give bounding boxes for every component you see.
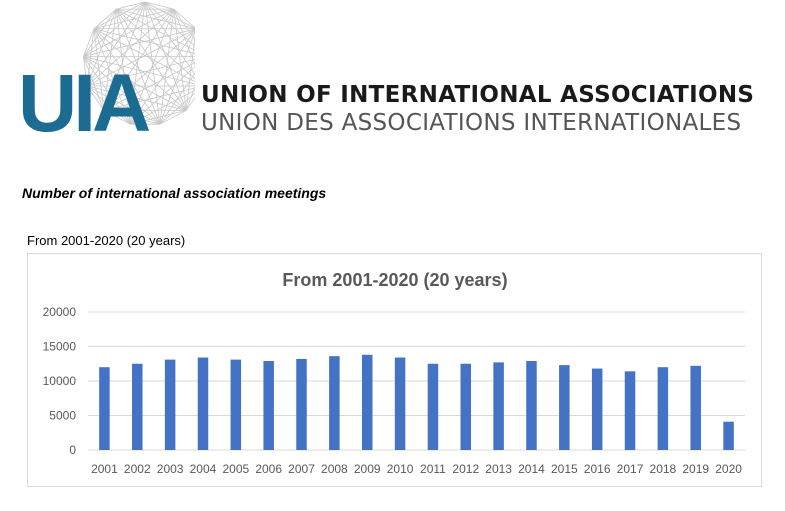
x-tick-label: 2003 bbox=[157, 462, 184, 476]
y-tick-label: 15000 bbox=[43, 340, 77, 354]
bar-2016 bbox=[591, 368, 603, 450]
x-tick-label: 2005 bbox=[222, 462, 249, 476]
x-tick-label: 2019 bbox=[682, 462, 709, 476]
x-tick-label: 2009 bbox=[354, 462, 381, 476]
chart-container: From 2001-2020 (20 years) 0 5000 10000 1500… bbox=[27, 253, 762, 487]
y-axis-ticks: 0 5000 10000 15000 20000 bbox=[43, 305, 77, 457]
x-tick-label: 2012 bbox=[452, 462, 479, 476]
bar-2020 bbox=[723, 421, 734, 450]
y-tick-label: 20000 bbox=[43, 305, 77, 319]
bar-2005 bbox=[230, 359, 242, 450]
bar-2001 bbox=[99, 367, 110, 450]
bar-2003 bbox=[164, 359, 176, 450]
x-tick-label: 2013 bbox=[485, 462, 512, 476]
gridlines bbox=[88, 311, 745, 451]
x-tick-label: 2016 bbox=[584, 462, 611, 476]
polyhedron-network-icon bbox=[83, 1, 195, 125]
org-name-english: UNION OF INTERNATIONAL ASSOCIATIONS bbox=[201, 82, 755, 108]
bar-2019 bbox=[690, 365, 701, 450]
x-tick-label: 2004 bbox=[190, 462, 217, 476]
bar-2006 bbox=[263, 360, 274, 450]
section-heading: Number of international association meet… bbox=[22, 185, 327, 201]
bar-2012 bbox=[460, 363, 472, 450]
x-tick-label: 2008 bbox=[321, 462, 348, 476]
bar-2011 bbox=[427, 363, 439, 450]
x-tick-label: 2002 bbox=[124, 462, 151, 476]
bars bbox=[99, 354, 734, 450]
logo-letters: UIA bbox=[20, 58, 150, 140]
bar-2007 bbox=[296, 358, 307, 450]
bar-2009 bbox=[361, 354, 373, 450]
bar-2015 bbox=[559, 365, 570, 450]
x-tick-label: 2001 bbox=[91, 462, 118, 476]
bar-2014 bbox=[526, 360, 537, 450]
bar-2013 bbox=[493, 362, 504, 450]
x-tick-label: 2020 bbox=[715, 462, 742, 476]
x-tick-label: 2014 bbox=[518, 462, 545, 476]
x-tick-label: 2015 bbox=[551, 462, 578, 476]
y-tick-label: 5000 bbox=[49, 409, 76, 423]
y-tick-label: 0 bbox=[69, 443, 76, 457]
bar-2010 bbox=[394, 357, 406, 450]
x-tick-label: 2007 bbox=[288, 462, 315, 476]
bar-2018 bbox=[657, 367, 669, 450]
uia-logo: UIA bbox=[20, 1, 195, 140]
chart-caption: From 2001-2020 (20 years) bbox=[27, 233, 186, 248]
x-tick-label: 2018 bbox=[650, 462, 677, 476]
x-tick-label: 2017 bbox=[617, 462, 644, 476]
bar-2008 bbox=[329, 356, 340, 450]
chart-title: From 2001-2020 (20 years) bbox=[282, 270, 507, 290]
bar-2017 bbox=[624, 371, 636, 450]
y-tick-label: 10000 bbox=[43, 374, 77, 388]
org-name-french: UNION DES ASSOCIATIONS INTERNATIONALES bbox=[201, 110, 742, 136]
x-tick-label: 2010 bbox=[387, 462, 414, 476]
bar-2002 bbox=[132, 363, 143, 450]
x-tick-label: 2011 bbox=[420, 462, 446, 476]
bar-2004 bbox=[197, 357, 209, 450]
bar-chart: From 2001-2020 (20 years) 0 5000 10000 1500… bbox=[43, 270, 745, 476]
x-tick-label: 2006 bbox=[255, 462, 282, 476]
x-axis-ticks: 2001 2002 2003 2004 2005 2006 2007 2008 2009 2010… bbox=[91, 462, 742, 476]
